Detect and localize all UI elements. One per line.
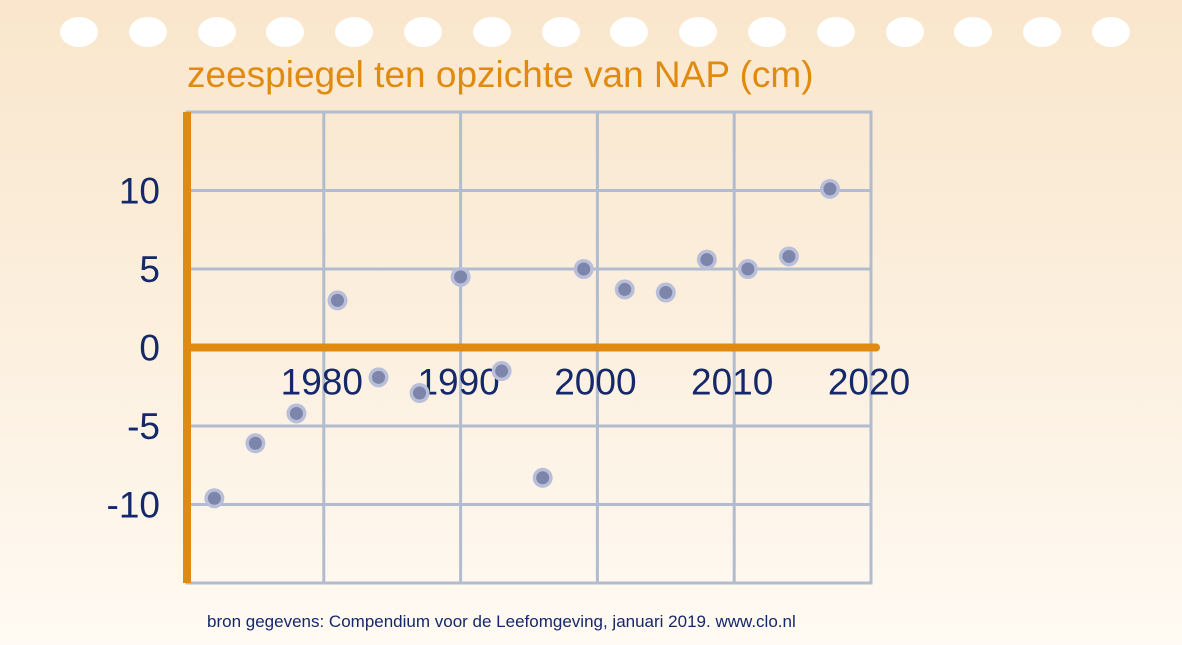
data-point-dot (700, 253, 714, 267)
binder-hole (679, 17, 718, 47)
data-point (614, 279, 635, 300)
y-tick-label: -5 (127, 406, 160, 447)
binder-hole (1092, 17, 1130, 47)
binder-hole (1023, 17, 1062, 47)
binder-hole (610, 17, 649, 47)
chart-title: zeespiegel ten opzichte van NAP (cm) (187, 54, 814, 95)
y-tick-label: 0 (139, 328, 160, 369)
data-point (737, 259, 758, 279)
data-point (245, 433, 266, 454)
binder-hole (748, 17, 786, 47)
y-tick-label: 10 (119, 171, 160, 212)
data-point (491, 361, 512, 382)
x-tick-label: 2020 (828, 362, 910, 403)
data-point-dot (454, 270, 468, 284)
binder-hole (266, 17, 305, 47)
binder-hole (885, 17, 924, 47)
binder-hole (335, 17, 374, 47)
source-note: bron gegevens: Compendium voor de Leefom… (207, 612, 796, 631)
data-point (655, 282, 676, 303)
data-point-dot (782, 249, 796, 263)
data-point-dot (536, 471, 550, 485)
y-tick-label: -10 (107, 485, 160, 526)
binder-hole (128, 17, 167, 47)
y-tick-label: 5 (139, 249, 160, 290)
data-point (204, 488, 225, 509)
x-tick-label: 2000 (554, 362, 636, 403)
data-point (532, 467, 553, 488)
binder-holes (0, 0, 1182, 60)
binder-hole (404, 17, 442, 47)
data-point (409, 383, 430, 404)
x-tick-label: 1990 (417, 362, 499, 403)
binder-hole (197, 17, 236, 47)
data-point (819, 178, 840, 199)
data-point-dot (413, 386, 427, 400)
data-points (204, 178, 840, 509)
data-point-dot (659, 286, 673, 300)
binder-hole (541, 17, 580, 47)
tick-labels: 0 10 5 -5 -10 1980 1990 2000 2010 2020 (107, 171, 911, 526)
data-point-dot (823, 182, 837, 196)
data-point-dot (289, 406, 303, 420)
binder-hole (954, 17, 993, 47)
data-point-dot (741, 262, 755, 276)
binder-hole (472, 17, 511, 47)
data-point (327, 290, 348, 311)
chart-axes (183, 112, 880, 583)
data-point-dot (248, 436, 262, 450)
data-point (778, 246, 799, 267)
data-point-dot (618, 282, 632, 296)
data-point-dot (577, 262, 591, 276)
data-point (696, 249, 717, 270)
data-point-dot (372, 370, 386, 384)
data-point-dot (207, 491, 221, 505)
x-tick-label: 1980 (281, 362, 363, 403)
binder-hole (816, 17, 855, 47)
data-point-dot (495, 364, 509, 378)
data-point-dot (330, 293, 344, 307)
x-tick-label: 2010 (691, 362, 773, 403)
data-point (450, 266, 471, 287)
data-point (286, 403, 307, 424)
data-point (368, 367, 389, 388)
binder-hole (60, 17, 98, 47)
data-point (573, 259, 594, 279)
